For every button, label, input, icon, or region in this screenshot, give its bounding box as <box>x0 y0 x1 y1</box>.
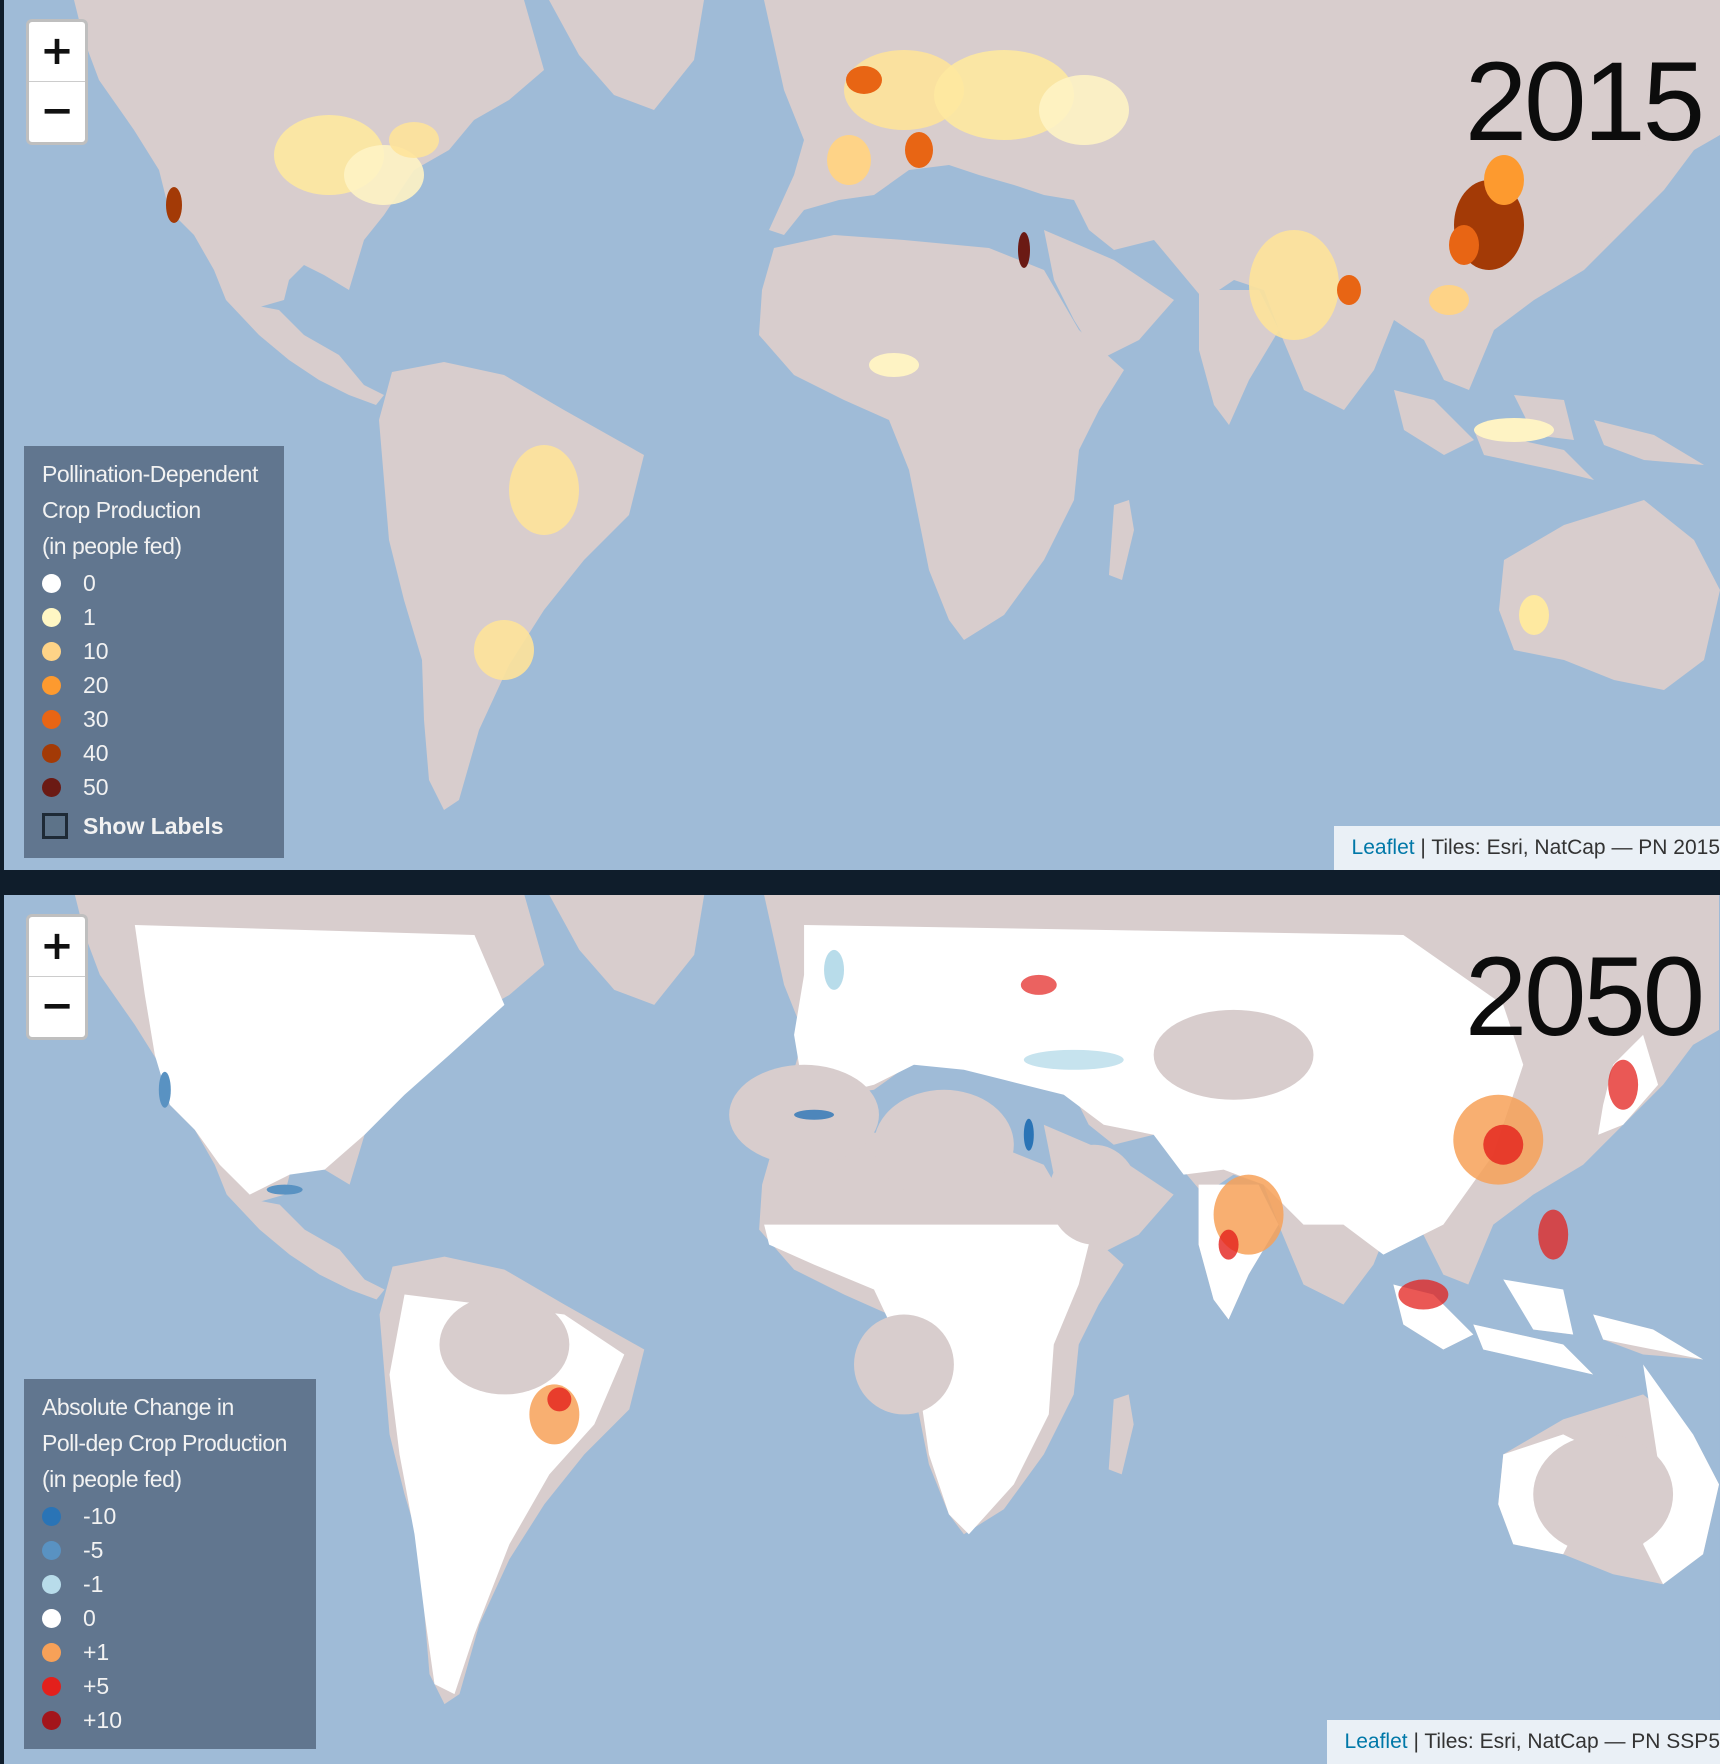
show-labels-toggle[interactable]: Show Labels <box>42 806 266 846</box>
attribution-text: | Tiles: Esri, NatCap — PN SSP5 <box>1407 1730 1720 1753</box>
legend-label: 30 <box>83 705 109 732</box>
legend-label: -5 <box>83 1536 104 1563</box>
leaflet-link[interactable]: Leaflet <box>1344 1730 1408 1753</box>
legend-item: -5 <box>42 1533 298 1567</box>
legend-label: 20 <box>83 671 109 698</box>
show-labels-checkbox[interactable] <box>42 813 68 839</box>
legend-title-line: (in people fed) <box>42 533 182 559</box>
legend-label: +1 <box>83 1638 110 1665</box>
legend-label: 1 <box>83 603 96 630</box>
legend-label: -1 <box>83 1570 104 1597</box>
zoom-in-button[interactable]: + <box>29 22 85 82</box>
map-2015[interactable]: + − 2015 Pollination-Dependent Crop Prod… <box>4 0 1720 870</box>
legend-label: +5 <box>83 1672 110 1699</box>
legend-title: Absolute Change in Poll-dep Crop Product… <box>42 1389 298 1497</box>
legend-item: 10 <box>42 634 266 668</box>
legend-title-line: Absolute Change in <box>42 1394 234 1420</box>
year-label: 2015 <box>1464 39 1705 164</box>
legend-title-line: Crop Production <box>42 497 201 523</box>
legend-swatch <box>42 573 61 593</box>
legend-2015: Pollination-Dependent Crop Production (i… <box>24 446 284 858</box>
legend-item: +1 <box>42 1635 298 1669</box>
legend-item: +10 <box>42 1703 298 1737</box>
legend-label: 10 <box>83 637 109 664</box>
zoom-control: + − <box>26 19 88 145</box>
legend-title-line: (in people fed) <box>42 1466 182 1492</box>
attribution: Leaflet | Tiles: Esri, NatCap — PN 2015 <box>1333 826 1720 870</box>
year-label: 2050 <box>1464 934 1705 1059</box>
attribution-text: | Tiles: Esri, NatCap — PN 2015 <box>1414 836 1720 859</box>
legend-items: -10 -5 -1 0 +1 +5 +10 <box>42 1499 298 1737</box>
map-2050[interactable]: + − 2050 Absolute Change in Poll-dep Cro… <box>4 895 1720 1764</box>
attribution: Leaflet | Tiles: Esri, NatCap — PN SSP5 <box>1326 1720 1720 1764</box>
zoom-out-button[interactable]: − <box>40 983 74 1029</box>
legend-swatch <box>42 743 61 763</box>
zoom-in-button[interactable]: + <box>29 917 85 977</box>
legend-swatch <box>42 709 61 729</box>
basemap-2050[interactable] <box>4 895 1720 1764</box>
legend-label: 0 <box>83 1604 96 1631</box>
basemap-2015[interactable] <box>4 0 1720 870</box>
zoom-out-button[interactable]: − <box>40 88 74 134</box>
legend-label: -10 <box>83 1502 117 1529</box>
legend-item: 30 <box>42 702 266 736</box>
legend-swatch <box>42 641 61 661</box>
show-labels-label: Show Labels <box>83 812 224 839</box>
legend-label: 0 <box>83 569 96 596</box>
legend-swatch <box>42 1506 61 1526</box>
legend-item: 0 <box>42 1601 298 1635</box>
legend-label: 40 <box>83 739 109 766</box>
legend-swatch <box>42 675 61 695</box>
leaflet-link[interactable]: Leaflet <box>1351 836 1415 859</box>
zoom-control: + − <box>26 914 88 1040</box>
legend-swatch <box>42 1540 61 1560</box>
legend-item: 40 <box>42 736 266 770</box>
legend-item: -1 <box>42 1567 298 1601</box>
legend-swatch <box>42 1574 61 1594</box>
legend-swatch <box>42 607 61 627</box>
legend-2050: Absolute Change in Poll-dep Crop Product… <box>24 1379 316 1749</box>
change-overlay <box>134 924 1720 1695</box>
legend-item: +5 <box>42 1669 298 1703</box>
legend-item: 0 <box>42 566 266 600</box>
legend-swatch <box>42 1676 61 1696</box>
legend-swatch <box>42 1642 61 1662</box>
legend-swatch <box>42 777 61 797</box>
legend-item: 1 <box>42 600 266 634</box>
legend-title: Pollination-Dependent Crop Production (i… <box>42 456 266 564</box>
legend-item: 20 <box>42 668 266 702</box>
legend-title-line: Poll-dep Crop Production <box>42 1430 287 1456</box>
legend-item: 50 <box>42 770 266 804</box>
legend-label: +10 <box>83 1706 123 1733</box>
legend-swatch <box>42 1710 61 1730</box>
legend-item: -10 <box>42 1499 298 1533</box>
legend-title-line: Pollination-Dependent <box>42 461 258 487</box>
legend-items: 0 1 10 20 30 40 50 <box>42 566 266 804</box>
legend-label: 50 <box>83 773 109 800</box>
crop-production-overlay <box>166 50 1554 680</box>
legend-swatch <box>42 1608 61 1628</box>
